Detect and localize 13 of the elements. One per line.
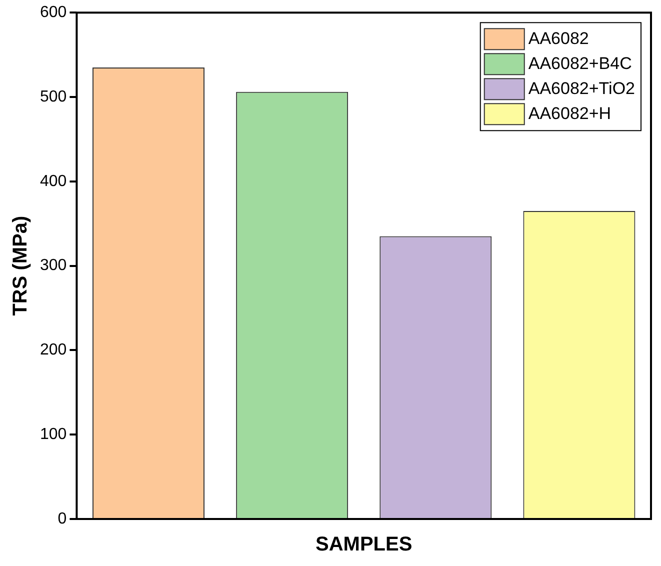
legend-label: AA6082+H: [528, 104, 612, 123]
legend-label: AA6082+TiO2: [528, 78, 636, 98]
legend-label: AA6082+B4C: [528, 54, 632, 73]
y-tick-label: 200: [40, 342, 67, 359]
y-tick-label: 400: [40, 172, 67, 190]
y-axis-title: TRS (MPa): [10, 216, 32, 316]
legend-label: AA6082: [528, 28, 589, 48]
y-tick-label: 500: [40, 88, 67, 106]
y-tick-label: 300: [40, 257, 67, 274]
y-tick-label: 100: [40, 426, 67, 444]
y-tick-label: 0: [58, 510, 67, 528]
x-axis-title: SAMPLES: [316, 534, 412, 556]
y-tick-label: 600: [40, 4, 67, 22]
